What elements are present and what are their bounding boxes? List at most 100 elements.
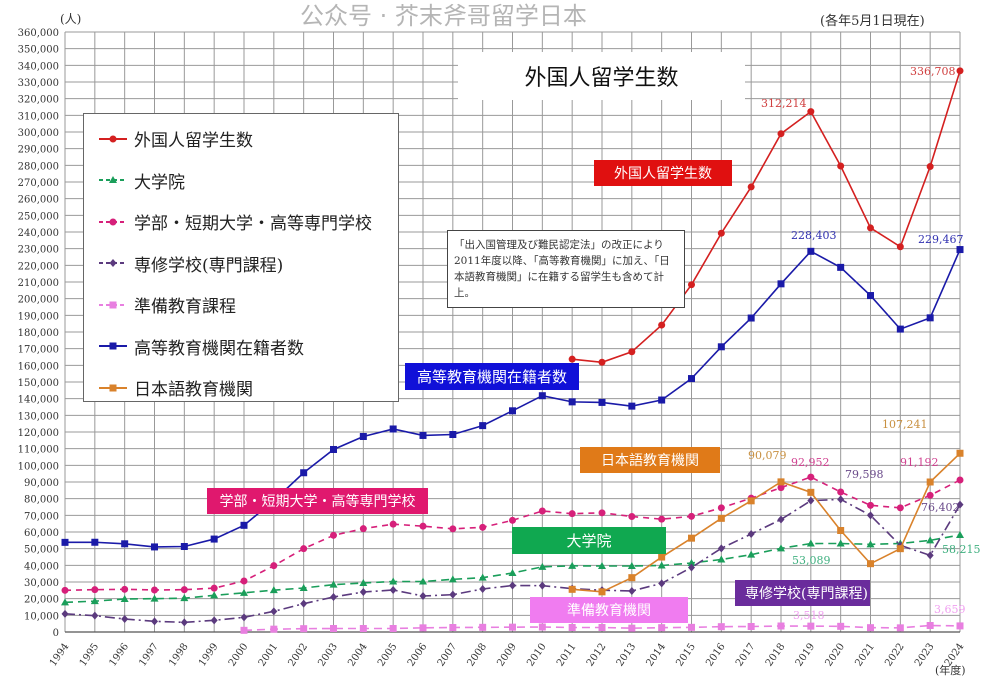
x-tick-label: 2022 (883, 641, 907, 668)
legend-swatch-icon (99, 176, 127, 184)
y-tick-label: 240,000 (18, 228, 59, 239)
y-tick-label: 170,000 (18, 345, 59, 356)
series-line (572, 70, 961, 364)
data-point (896, 545, 904, 553)
series-6 (568, 449, 964, 596)
data-point (61, 586, 69, 594)
data-point (956, 500, 964, 509)
data-point (687, 559, 696, 566)
data-point (688, 281, 695, 289)
data-point (180, 594, 189, 602)
data-point (449, 431, 457, 439)
annotation-note: 「出入国管理及び難民認定法」の改正により2011年度以降、「高等教育機関」に加え… (447, 230, 685, 308)
x-tick-label: 1995 (78, 641, 102, 668)
data-point (509, 623, 516, 631)
data-point (330, 593, 337, 601)
x-tick-label: 2019 (794, 641, 818, 668)
data-point (300, 545, 308, 553)
data-point (568, 585, 576, 593)
data-point (837, 488, 845, 496)
y-tick-label: 0 (53, 628, 59, 639)
legend-swatch-icon (99, 384, 127, 392)
legend-marker (109, 301, 117, 309)
legend-item: 大学院 (98, 160, 398, 202)
data-label: 312,214 (761, 97, 807, 110)
data-point (926, 536, 935, 544)
data-label: 92,952 (791, 456, 830, 469)
data-point (151, 543, 158, 551)
data-point (598, 358, 606, 366)
callout-undergrad: 学部・短期大学・高等専門学校 (207, 488, 428, 514)
x-tick-label: 2008 (466, 641, 490, 668)
x-axis-unit: (年度) (935, 664, 966, 677)
data-point (299, 584, 308, 591)
data-point (449, 525, 457, 533)
legend-marker (109, 218, 117, 226)
data-point (688, 512, 695, 520)
x-tick-label: 2018 (764, 641, 788, 668)
x-tick-label: 2009 (495, 641, 519, 668)
data-point (389, 625, 397, 632)
chart-title: 外国人留学生数 (458, 52, 745, 100)
data-point (807, 247, 815, 255)
legend-item: 準備教育課程 (98, 284, 398, 326)
data-point (926, 622, 934, 629)
data-label: 3,659 (934, 603, 966, 616)
data-point (688, 623, 695, 631)
y-tick-label: 60,000 (24, 528, 59, 539)
series-1 (61, 530, 964, 606)
data-label: 228,403 (791, 229, 837, 242)
data-point (269, 586, 278, 594)
data-point (270, 562, 278, 570)
y-tick-label: 290,000 (18, 145, 59, 156)
x-tick-label: 2012 (585, 641, 609, 668)
data-point (121, 615, 129, 623)
x-tick-label: 2014 (645, 641, 669, 668)
data-point (598, 509, 606, 517)
data-point (210, 616, 218, 625)
x-tick-label: 2017 (734, 641, 758, 668)
data-point (240, 577, 248, 585)
data-point (121, 585, 129, 593)
y-tick-label: 200,000 (18, 295, 59, 306)
data-point (538, 581, 546, 590)
data-point (210, 535, 218, 543)
data-point (658, 321, 666, 329)
data-point (359, 625, 367, 632)
y-tick-label: 110,000 (18, 445, 59, 456)
data-point (836, 539, 845, 547)
data-point (658, 624, 666, 632)
y-tick-label: 260,000 (18, 195, 59, 206)
data-point (509, 407, 516, 415)
data-point (151, 617, 158, 626)
data-point (747, 497, 755, 505)
y-tick-label: 250,000 (18, 211, 59, 222)
data-point (926, 478, 934, 486)
x-tick-label: 2001 (257, 641, 281, 668)
data-point (61, 538, 69, 546)
data-point (837, 495, 845, 504)
data-point (628, 574, 636, 582)
y-tick-label: 220,000 (18, 261, 59, 272)
legend-swatch-icon (99, 259, 127, 268)
series-5 (61, 246, 964, 551)
x-tick-label: 2011 (555, 641, 579, 668)
legend: 外国人留学生数 大学院 学部・短期大学・高等専門学校 専修学校(専門課程) 準備教育課程… (83, 113, 399, 402)
data-point (419, 577, 427, 585)
data-point (717, 544, 725, 553)
data-point (628, 587, 636, 595)
data-point (329, 580, 338, 588)
data-point (896, 243, 904, 251)
data-point (777, 280, 785, 288)
data-point (867, 560, 874, 568)
data-point (837, 622, 845, 630)
data-point (807, 488, 815, 496)
x-tick-label: 2015 (674, 641, 698, 668)
data-point (807, 108, 815, 116)
y-tick-label: 120,000 (18, 428, 59, 439)
data-point (389, 586, 397, 594)
data-point (777, 544, 785, 552)
data-point (747, 550, 756, 558)
y-tick-label: 210,000 (18, 278, 59, 289)
legend-item: 専修学校(専門課程) (98, 243, 398, 285)
